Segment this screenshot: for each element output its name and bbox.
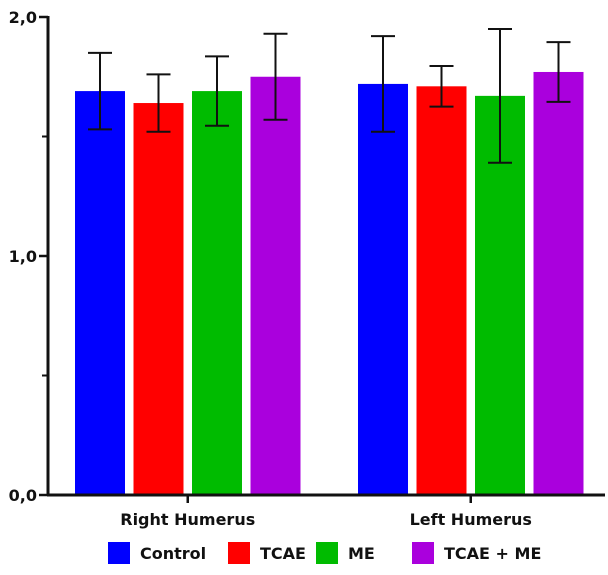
bar-control-1 — [358, 83, 408, 496]
legend-label: TCAE + ME — [444, 544, 541, 563]
bar-tcae-me-1 — [533, 71, 584, 495]
y-tick-label: 0,0 — [9, 486, 37, 505]
y-tick-label: 1,0 — [9, 247, 37, 266]
bar-tcae-1 — [416, 86, 467, 495]
x-category-label: Right Humerus — [120, 510, 255, 529]
legend-label: Control — [140, 544, 206, 563]
bar-me-0 — [192, 91, 242, 495]
bar-tcae-me-0 — [250, 76, 301, 495]
legend-swatch-me — [316, 542, 338, 564]
y-tick-label: 2,0 — [9, 8, 37, 27]
legend-swatch-tcae-me — [412, 542, 434, 564]
bar-control-0 — [75, 91, 125, 495]
legend-label: TCAE — [260, 544, 306, 563]
legend-swatch-tcae — [228, 542, 250, 564]
bar-tcae-0 — [133, 103, 184, 495]
legend-swatch-control — [108, 542, 130, 564]
legend-label: ME — [348, 544, 375, 563]
x-category-label: Left Humerus — [410, 510, 532, 529]
